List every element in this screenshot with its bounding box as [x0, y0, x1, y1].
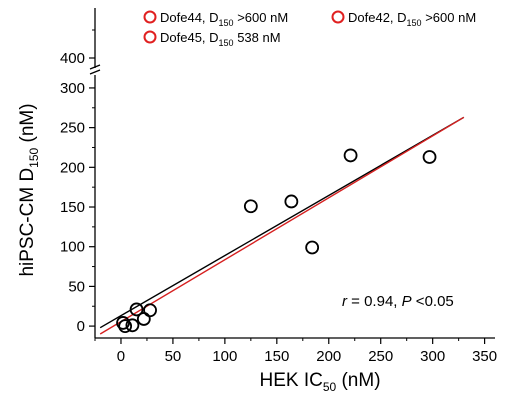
- data-point: [243, 199, 258, 214]
- x-tick-label: 300: [420, 348, 445, 365]
- data-points: [116, 148, 437, 333]
- legend-label: Dofe45, D150 538 nM: [160, 30, 281, 48]
- fit-lines: [99, 116, 465, 335]
- data-point: [136, 312, 151, 326]
- data-point: [343, 148, 358, 163]
- axis-break-mark: [89, 64, 101, 70]
- x-tick-label: 0: [117, 348, 125, 365]
- x-tick-label: 350: [472, 348, 497, 365]
- fit-line-red: [99, 116, 465, 335]
- legend-marker: [143, 10, 157, 24]
- x-tick-label: 150: [264, 348, 289, 365]
- y-tick-label: 0: [77, 318, 85, 335]
- x-tick-label: 50: [165, 348, 182, 365]
- y-tick-label-upper: 400: [60, 50, 85, 67]
- data-point: [305, 240, 320, 255]
- axis-break-mark: [89, 69, 101, 75]
- y-tick-label: 200: [60, 159, 85, 176]
- x-tick-label: 250: [368, 348, 393, 365]
- data-point: [118, 319, 133, 333]
- legend-label: Dofe42, D150 >600 nM: [348, 10, 476, 28]
- y-tick-label: 250: [60, 120, 85, 137]
- data-point: [116, 316, 130, 330]
- data-point: [284, 194, 299, 209]
- legend-label: Dofe44, D150 >600 nM: [160, 10, 288, 28]
- data-point: [143, 303, 157, 318]
- y-tick-label: 100: [60, 239, 85, 256]
- y-tick-label: 50: [68, 278, 85, 295]
- legend: Dofe44, D150 >600 nM Dofe42, D150 >600 nM…: [143, 10, 476, 48]
- y-axis-title: hiPSC-CM D150 (nM): [17, 103, 41, 276]
- data-point: [125, 318, 140, 333]
- legend-marker: [331, 10, 345, 24]
- correlation-annotation: r = 0.94, P <0.05: [342, 293, 454, 310]
- x-axis-title: HEK IC50 (nM): [259, 370, 380, 394]
- data-point: [422, 150, 437, 164]
- y-tick-label: 150: [60, 199, 85, 216]
- tick-labels: 0 50 100 150 200 250 300 350 0 50 100 150 200 250 300 4…: [60, 50, 497, 365]
- fit-line-black: [99, 116, 465, 329]
- axes: [89, 8, 495, 344]
- data-point: [129, 302, 144, 317]
- x-tick-label: 200: [316, 348, 341, 365]
- legend-marker: [143, 30, 157, 44]
- y-tick-label: 300: [60, 80, 85, 97]
- x-tick-label: 100: [212, 348, 237, 365]
